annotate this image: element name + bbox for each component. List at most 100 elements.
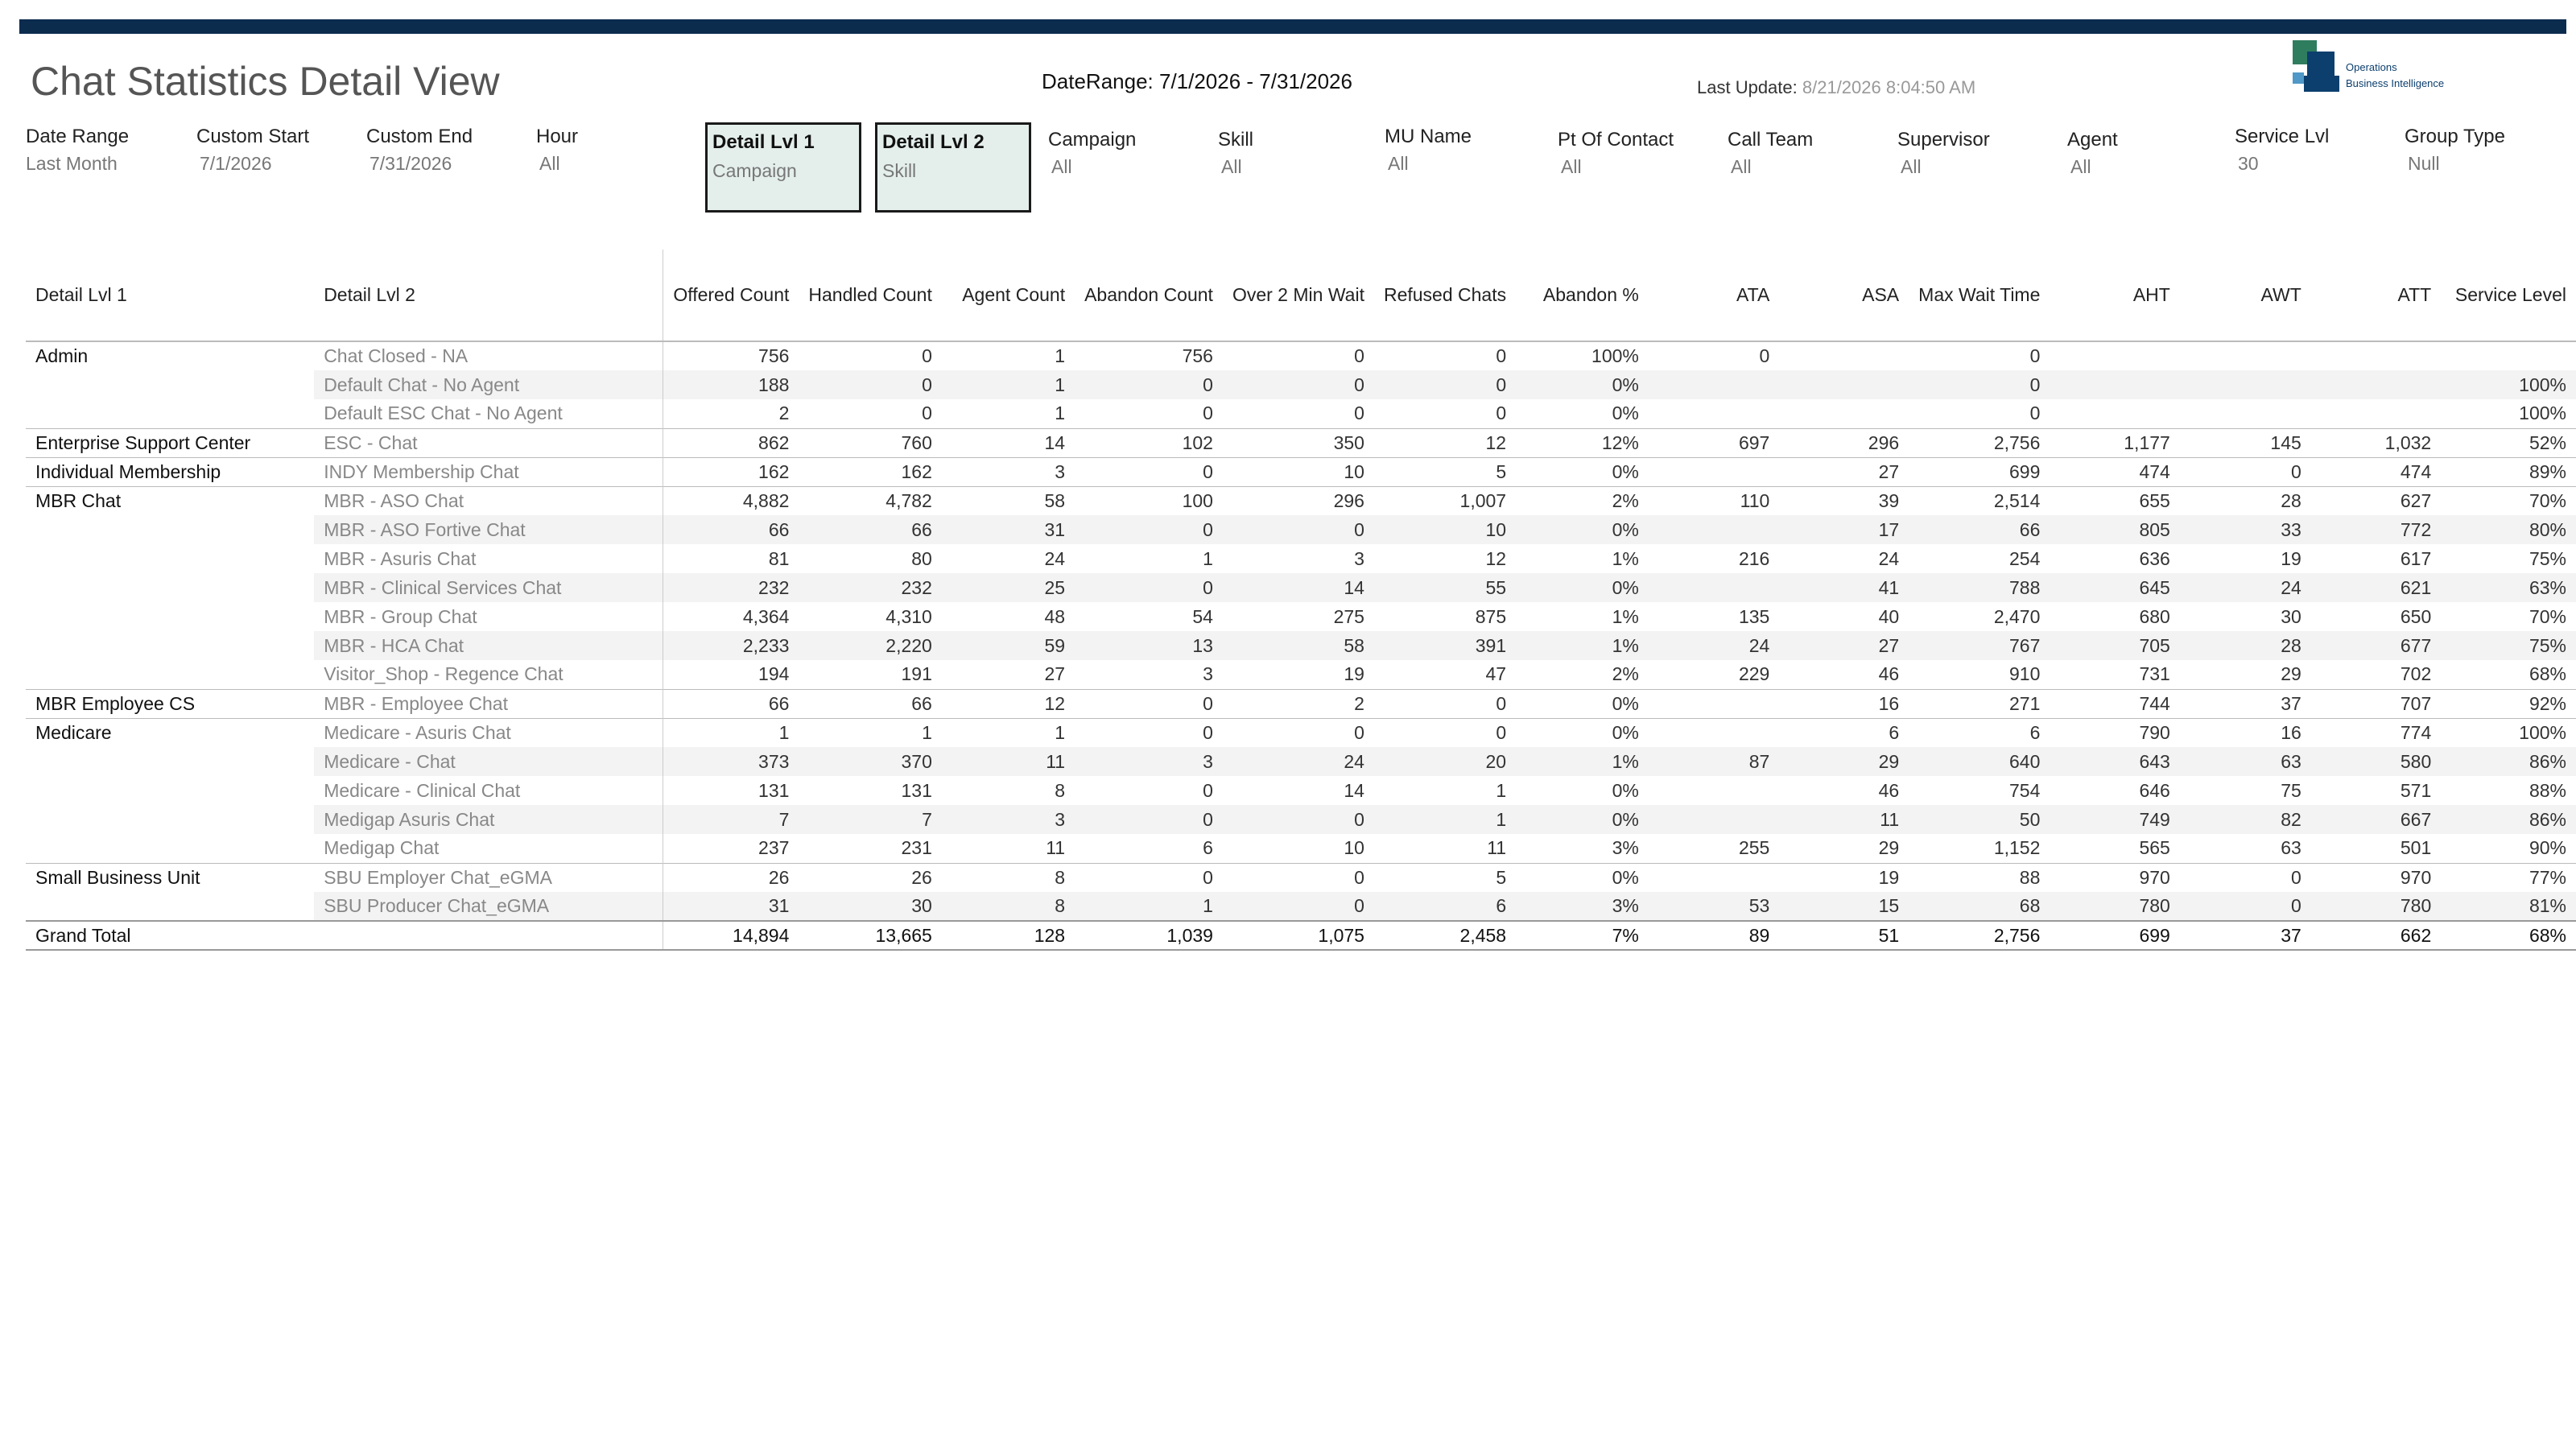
filter-value[interactable]: All (539, 153, 560, 174)
table-cell (2310, 370, 2442, 399)
filter-value[interactable]: Last Month (26, 153, 118, 174)
table-row[interactable]: MBR Employee CS MBR - Employee Chat 66 66 12… (26, 688, 2576, 718)
column-header-detail-lvl-2[interactable]: Detail Lvl 2 (314, 250, 663, 342)
table-cell: 100 (1075, 485, 1223, 515)
filter-value[interactable]: Campaign (712, 160, 797, 181)
column-header-ata[interactable]: ATA (1648, 250, 1780, 342)
table-row[interactable]: Medicare - Chat 373 370 11 3 24 20 1% 87 29 640 643… (26, 747, 2576, 776)
filter-date-range[interactable]: Date Range Last Month (26, 126, 129, 175)
filter-value[interactable]: 7/1/2026 (200, 153, 272, 174)
table-cell: 231 (901, 837, 932, 859)
table-cell: 667 (2310, 805, 2442, 834)
filter-value[interactable]: Null (2408, 153, 2440, 174)
table-cell: 0 (1222, 515, 1374, 544)
filter-value[interactable]: Skill (882, 160, 917, 181)
table-cell: 255 (1738, 837, 1770, 859)
column-header-aht[interactable]: AHT (2050, 250, 2180, 342)
table-cell: 28 (2179, 631, 2311, 660)
filter-value[interactable]: All (2070, 156, 2091, 177)
table-cell: 474 (2310, 456, 2442, 486)
filter-value[interactable]: 7/31/2026 (369, 153, 452, 174)
filter-value[interactable]: 30 (2238, 153, 2259, 174)
table-cell: 17 (1779, 515, 1909, 544)
filter-custom-end[interactable]: Custom End 7/31/2026 (366, 126, 473, 175)
column-header-refused-chats[interactable]: Refused Chats (1373, 250, 1517, 342)
column-header-abandon-count[interactable]: Abandon Count (1075, 250, 1223, 342)
logo-text-line1: Operations (2346, 61, 2397, 73)
table-cell: 1% (1612, 605, 1639, 627)
table-cell: 81% (2441, 892, 2576, 921)
table-row[interactable]: SBU Producer Chat_eGMA 31 30 8 1 0 6 3% 53 15 68 78… (26, 892, 2576, 921)
table-row[interactable]: Medicare Medicare - Asuris Chat 1 1 1 0 0 0 0% 6 6… (26, 717, 2576, 747)
table-cell: 15 (1779, 892, 1909, 921)
filter-value[interactable]: All (1561, 156, 1582, 177)
table-row[interactable]: Individual Membership INDY Membership Cha… (26, 456, 2576, 486)
table-cell: 8 (1055, 779, 1066, 801)
column-header-offered-count[interactable]: Offered Count (663, 250, 799, 342)
table-cell: 31 (663, 892, 799, 921)
filter-agent[interactable]: Agent All (2067, 129, 2118, 178)
table-row[interactable]: Default Chat - No Agent 188 0 1 0 0 0 0% 0 100% (26, 370, 2576, 399)
table-cell: 58 (1222, 631, 1374, 660)
table-cell: 0 (1075, 370, 1223, 399)
table-row[interactable]: Admin Chat Closed - NA 756 0 1 756 0 0 100% 0 0 (26, 341, 2576, 370)
filter-value[interactable]: All (1221, 156, 1242, 177)
table-cell (1648, 862, 1780, 892)
column-header-agent-count[interactable]: Agent Count (941, 250, 1075, 342)
table-cell: 31 (941, 515, 1075, 544)
column-header-max-wait-time[interactable]: Max Wait Time (1909, 250, 2050, 342)
table-cell: 0 (1075, 573, 1223, 602)
filter-supervisor[interactable]: Supervisor All (1897, 129, 1990, 178)
column-header-att[interactable]: ATT (2310, 250, 2442, 342)
filter-call-team[interactable]: Call Team All (1728, 129, 1813, 178)
filter-hour[interactable]: Hour All (536, 126, 578, 175)
table-cell (2180, 341, 2311, 370)
column-header-handled-count[interactable]: Handled Count (799, 250, 942, 342)
column-header-detail-lvl-1[interactable]: Detail Lvl 1 (26, 250, 315, 342)
table-row[interactable]: Medigap Chat 237 231 11 6 10 11 3% 255 29 1,152 565… (26, 834, 2576, 863)
table-row[interactable]: Visitor_Shop - Regence Chat 194 191 27 3 19 47… (26, 660, 2576, 689)
column-header-over-2-min-wait[interactable]: Over 2 Min Wait (1222, 250, 1374, 342)
filter-skill[interactable]: Skill All (1218, 129, 1253, 178)
table-row[interactable]: MBR - Clinical Services Chat 232 232 25 0 14 5… (26, 573, 2576, 602)
table-row[interactable]: Medigap Asuris Chat 7 7 3 0 0 1 0% 11 50 749 82 667 8… (26, 805, 2576, 834)
table-row[interactable]: MBR - Asuris Chat 81 80 24 1 3 12 1% 216 24 254 636… (26, 544, 2576, 573)
filter-mu-name[interactable]: MU Name All (1385, 126, 1472, 175)
table-cell: 88% (2529, 779, 2566, 801)
table-row[interactable]: Enterprise Support Center ESC - Chat 862 76… (26, 427, 2576, 457)
filter-value[interactable]: All (1731, 156, 1752, 177)
parameter-detail-lvl2[interactable]: Detail Lvl 2 Skill (875, 122, 1031, 213)
table-row[interactable]: MBR - Group Chat 4,364 4,310 48 54 275 875 1% 13… (26, 602, 2576, 631)
table-cell: 63% (2441, 573, 2576, 602)
filter-pt-of-contact[interactable]: Pt Of Contact All (1558, 129, 1674, 178)
filter-custom-start[interactable]: Custom Start 7/1/2026 (196, 126, 309, 175)
table-cell: 1% (1516, 631, 1649, 660)
table-row[interactable]: MBR - ASO Fortive Chat 66 66 31 0 0 10 0% 17 66 80… (26, 515, 2576, 544)
table-cell: 2,756 (1909, 427, 2050, 457)
table-row[interactable]: MBR - HCA Chat 2,233 2,220 59 13 58 391 1% 24 27 7… (26, 631, 2576, 660)
filter-campaign[interactable]: Campaign All (1048, 129, 1136, 178)
row-group-label (26, 631, 314, 660)
column-header-awt[interactable]: AWT (2179, 250, 2311, 342)
table-row[interactable]: Small Business Unit SBU Employer Chat_eGM… (26, 862, 2576, 892)
column-header-asa[interactable]: ASA (1779, 250, 1909, 342)
table-cell: 0 (1075, 688, 1223, 718)
table-row[interactable]: Medicare - Clinical Chat 131 131 8 0 14 1 0% 46 7… (26, 776, 2576, 805)
filter-value[interactable]: All (1388, 153, 1409, 174)
filter-value[interactable]: All (1051, 156, 1072, 177)
table-cell: 66 (663, 688, 799, 718)
column-header-service-level[interactable]: Service Level (2441, 250, 2576, 342)
table-cell: 2% (1516, 485, 1649, 515)
table-row[interactable]: Default ESC Chat - No Agent 2 0 1 0 0 0 0% 0 100% (26, 399, 2576, 428)
table-cell: 767 (1909, 631, 2050, 660)
table-cell (2050, 341, 2179, 370)
filter-group-type[interactable]: Group Type Null (2405, 126, 2505, 175)
filter-value[interactable]: All (1901, 156, 1922, 177)
parameter-detail-lvl1[interactable]: Detail Lvl 1 Campaign (705, 122, 861, 213)
table-row[interactable]: MBR Chat MBR - ASO Chat 4,882 4,782 58 100 296… (26, 485, 2576, 515)
grand-total-cell: 7% (1516, 920, 1649, 951)
column-header-abandon[interactable]: Abandon % (1516, 250, 1649, 342)
table-cell (1779, 370, 1909, 399)
table-cell: 0 (1222, 717, 1374, 747)
filter-service-lvl[interactable]: Service Lvl 30 (2235, 126, 2329, 175)
